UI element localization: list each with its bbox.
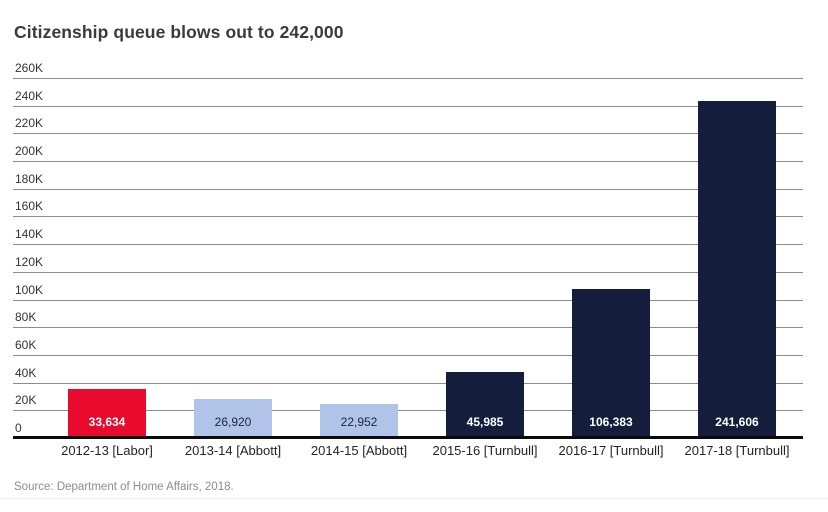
gridline (13, 383, 803, 384)
y-tick-label: 100K (15, 283, 44, 297)
gridline (13, 78, 803, 79)
bar-category-label: 2015-16 [Turnbull] (432, 443, 538, 458)
bar (320, 404, 398, 436)
x-axis-line (13, 436, 803, 439)
bar (446, 372, 524, 436)
gridline (13, 300, 803, 301)
y-tick-label: 180K (15, 172, 44, 186)
bar (572, 289, 650, 436)
gridline (13, 410, 803, 411)
y-tick-label: 120K (15, 255, 44, 269)
bar-value-label: 45,985 (466, 415, 504, 429)
bar-value-label: 33,634 (88, 415, 126, 429)
y-tick-label: 240K (15, 89, 44, 103)
y-tick-label: 0 (15, 421, 22, 435)
gridline (13, 161, 803, 162)
y-tick-label: 80K (15, 310, 37, 324)
bar-category-label: 2014-15 [Abbott] (310, 443, 408, 458)
bar-category-label: 2016-17 [Turnbull] (558, 443, 664, 458)
gridline (13, 106, 803, 107)
gridline (13, 244, 803, 245)
gridline (13, 327, 803, 328)
y-tick-label: 220K (15, 116, 44, 130)
bar-value-label: 26,920 (214, 415, 252, 429)
gridline (13, 133, 803, 134)
bar-category-label: 2017-18 [Turnbull] (684, 443, 790, 458)
bar (698, 101, 776, 436)
y-tick-label: 40K (15, 366, 37, 380)
y-tick-label: 140K (15, 227, 44, 241)
y-tick-label: 20K (15, 393, 37, 407)
bar-category-label: 2012-13 [Labor] (61, 443, 153, 458)
source-note: Source: Department of Home Affairs, 2018… (14, 481, 234, 493)
chart-title: Citizenship queue blows out to 242,000 (14, 22, 344, 42)
gridline (13, 216, 803, 217)
bar (194, 399, 272, 436)
y-tick-label: 200K (15, 144, 44, 158)
y-tick-label: 260K (15, 61, 44, 75)
y-tick-label: 60K (15, 338, 37, 352)
bar-value-label: 22,952 (340, 415, 378, 429)
bar (68, 389, 146, 436)
bar-value-label: 241,606 (715, 415, 759, 429)
bottom-divider (0, 498, 828, 499)
gridline (13, 189, 803, 190)
bar-value-label: 106,383 (589, 415, 633, 429)
gridline (13, 272, 803, 273)
gridline (13, 355, 803, 356)
bar-category-label: 2013-14 [Abbott] (184, 443, 282, 458)
y-tick-label: 160K (15, 199, 44, 213)
